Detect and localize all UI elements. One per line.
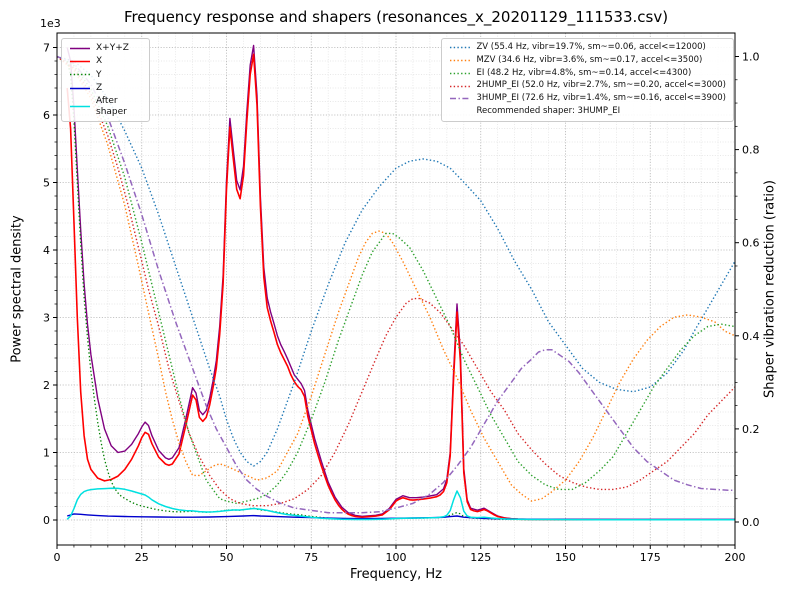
y-right-tick-label: 0.2: [742, 423, 760, 436]
y-right-tick-label: 0.6: [742, 237, 760, 250]
series-2hump_ei: [56, 55, 736, 507]
y-left-tick-label: 7: [43, 42, 50, 55]
x-tick-label: 200: [725, 551, 746, 564]
series-y: [66, 60, 735, 521]
legend-note-row: Recommended shaper: 3HUMP_EI: [449, 105, 726, 117]
legend-label: Z: [96, 83, 103, 94]
x-axis-label: Frequency, Hz: [349, 567, 443, 582]
y-left-tick-label: 5: [43, 177, 50, 190]
x-tick-label: 0: [54, 551, 61, 564]
legend-line-swatch: [70, 105, 90, 108]
y-right-tick-label: 0.8: [742, 144, 760, 157]
legend-line-swatch: [450, 59, 471, 62]
x-tick-label: 175: [640, 551, 661, 564]
legend-entry: MZV (34.6 Hz, vibr=3.6%, sm~=0.17, accel…: [449, 54, 726, 66]
legend-line-swatch: [70, 60, 90, 63]
series-ei: [56, 55, 736, 505]
y-left-tick-label: 3: [43, 312, 50, 325]
legend-label: 2HUMP_EI (52.0 Hz, vibr=2.7%, sm~=0.20, …: [476, 80, 726, 91]
legend-label: EI (48.2 Hz, vibr=4.8%, sm~=0.14, accel<…: [476, 67, 692, 78]
legend-line-swatch: [450, 47, 471, 49]
y-axis-offset-label: 1e3: [40, 17, 61, 30]
y-right-tick-label: 0.4: [742, 330, 760, 343]
series-after-shaper: [66, 487, 735, 521]
legend-entry: X+Y+Z: [69, 43, 142, 53]
legend-line-swatch: [450, 85, 471, 87]
legend-label: 3HUMP_EI (72.6 Hz, vibr=1.4%, sm~=0.16, …: [476, 93, 726, 104]
chart-title: Frequency response and shapers (resonanc…: [123, 8, 669, 26]
legend-label: Y: [96, 69, 102, 80]
legend-psd: X+Y+Z X Y Z After shaper: [61, 38, 150, 123]
x-tick-label: 75: [304, 551, 318, 564]
y-left-tick-label: 1: [43, 447, 50, 460]
y-right-axis-label: Shaper vibration reduction (ratio): [762, 180, 778, 398]
legend-shapers: ZV (55.4 Hz, vibr=19.7%, sm~=0.06, accel…: [441, 38, 734, 122]
legend-line-swatch: [70, 47, 90, 49]
legend-entry: Z: [69, 83, 142, 93]
legend-label: X+Y+Z: [96, 43, 129, 53]
legend-entry: 2HUMP_EI (52.0 Hz, vibr=2.7%, sm~=0.20, …: [449, 81, 726, 91]
legend-line-swatch: [450, 98, 471, 100]
y-right-tick-label: 1.0: [742, 51, 760, 64]
legend-label: X: [96, 56, 103, 67]
x-tick-label: 150: [555, 551, 576, 564]
legend-line-swatch: [70, 74, 90, 76]
legend-label: MZV (34.6 Hz, vibr=3.6%, sm~=0.17, accel…: [476, 54, 703, 65]
y-left-tick-label: 0: [43, 514, 50, 527]
series-zv: [56, 55, 736, 467]
y-left-axis-label: Power spectral density: [9, 215, 25, 363]
y-right-tick-label: 0.0: [742, 516, 760, 529]
x-tick-label: 125: [470, 551, 491, 564]
legend-line-swatch: [70, 87, 90, 90]
legend-label: After shaper: [96, 96, 127, 117]
legend-entry: After shaper: [69, 96, 142, 117]
y-left-tick-label: 2: [43, 379, 50, 392]
x-tick-label: 100: [386, 551, 407, 564]
y-left-tick-label: 4: [43, 244, 50, 257]
legend-entry: 3HUMP_EI (72.6 Hz, vibr=1.4%, sm~=0.16, …: [449, 93, 726, 104]
legend-entry: X: [69, 56, 142, 66]
legend-label: ZV (55.4 Hz, vibr=19.7%, sm~=0.06, accel…: [476, 42, 706, 52]
legend-line-swatch: [450, 72, 471, 75]
recommended-shaper-note: Recommended shaper: 3HUMP_EI: [476, 105, 621, 116]
series-x: [66, 53, 735, 521]
x-tick-label: 25: [135, 551, 149, 564]
legend-entry: EI (48.2 Hz, vibr=4.8%, sm~=0.14, accel<…: [449, 67, 726, 79]
y-left-tick-label: 6: [43, 109, 50, 122]
legend-entry: ZV (55.4 Hz, vibr=19.7%, sm~=0.06, accel…: [449, 42, 726, 53]
legend-entry: Y: [69, 70, 142, 80]
x-tick-label: 50: [220, 551, 234, 564]
